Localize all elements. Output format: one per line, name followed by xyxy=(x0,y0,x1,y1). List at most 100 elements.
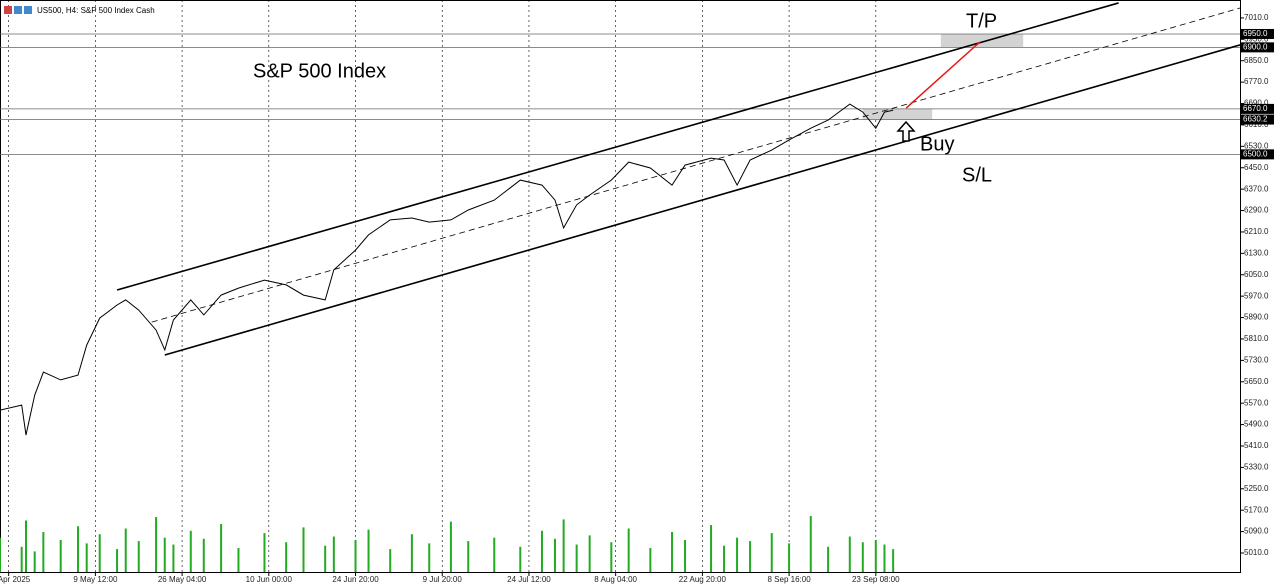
volume-bar xyxy=(749,541,752,572)
y-tick-label: 6850.0 xyxy=(1244,56,1269,65)
level-box xyxy=(1241,42,1274,53)
volume-bar xyxy=(519,546,522,572)
level-label: 6500.0 xyxy=(1243,149,1268,158)
level-label: 6900.0 xyxy=(1243,42,1268,51)
y-tick-label: 6770.0 xyxy=(1244,77,1269,86)
volume-bar xyxy=(809,515,812,572)
volume-bar xyxy=(33,551,36,572)
volume-bar xyxy=(285,542,288,572)
volume-bar xyxy=(610,542,613,572)
y-tick-label: 6370.0 xyxy=(1244,184,1269,193)
y-tick-label: 6450.0 xyxy=(1244,163,1269,172)
volume-bar xyxy=(220,523,223,572)
level-label: 6950.0 xyxy=(1243,29,1268,38)
trendline xyxy=(116,2,1119,291)
price-line xyxy=(0,103,894,436)
level-box xyxy=(1241,149,1274,160)
volume-bar xyxy=(77,526,80,572)
x-tick-label: 9 Jul 20:00 xyxy=(423,575,463,584)
volume-bar xyxy=(367,529,370,572)
volume-bar xyxy=(788,543,791,572)
volume-bar xyxy=(874,539,877,572)
annotation: T/P xyxy=(966,10,997,32)
volume-bar xyxy=(449,521,452,572)
level-box xyxy=(1241,28,1274,39)
volume-bar xyxy=(493,537,496,572)
x-tick-label: 26 May 04:00 xyxy=(158,575,207,584)
volume-bar xyxy=(42,531,45,572)
x-tick-label: 24 Jul 12:00 xyxy=(507,575,551,584)
icon xyxy=(24,6,32,14)
y-tick-label: 6050.0 xyxy=(1244,270,1269,279)
volume-bar xyxy=(189,530,192,572)
plot-frame xyxy=(0,0,1241,573)
volume-bar xyxy=(428,543,431,572)
y-tick-label: 6290.0 xyxy=(1244,206,1269,215)
volume-bar xyxy=(263,533,266,572)
level-box xyxy=(1241,114,1274,125)
volume-bar xyxy=(684,539,687,572)
volume-bar xyxy=(861,542,864,572)
volume-bar xyxy=(137,541,140,572)
y-tick-label: 6210.0 xyxy=(1244,227,1269,236)
volume-bar xyxy=(671,531,674,572)
y-tick-label: 6530.0 xyxy=(1244,141,1269,150)
level-box xyxy=(1241,103,1274,114)
volume-bar xyxy=(302,527,305,572)
chart-title: US500, H4: S&P 500 Index Cash xyxy=(37,6,155,15)
annotation: S/L xyxy=(962,164,992,186)
x-tick-label: 10 Jun 00:00 xyxy=(246,575,293,584)
volume-bar xyxy=(827,546,830,572)
level-label: 6670.0 xyxy=(1243,104,1268,113)
y-tick-label: 5730.0 xyxy=(1244,355,1269,364)
icon xyxy=(14,6,22,14)
y-tick-label: 5090.0 xyxy=(1244,527,1269,536)
y-tick-label: 5650.0 xyxy=(1244,377,1269,386)
volume-bar xyxy=(124,528,127,572)
volume-bar xyxy=(723,545,726,572)
zone xyxy=(862,108,933,120)
volume-bar xyxy=(163,537,166,572)
volume-bar xyxy=(562,519,565,572)
volume-bar xyxy=(540,530,543,572)
y-tick-label: 5810.0 xyxy=(1244,334,1269,343)
volume-bar xyxy=(354,539,357,572)
target-arrow xyxy=(905,41,981,109)
buy-arrow xyxy=(896,120,916,142)
y-tick-label: 5410.0 xyxy=(1244,441,1269,450)
volume-bar xyxy=(59,539,62,572)
y-tick-label: 5970.0 xyxy=(1244,291,1269,300)
volume-bar xyxy=(848,536,851,572)
volume-bar xyxy=(98,534,101,572)
trendline xyxy=(151,7,1241,323)
y-tick-label: 5570.0 xyxy=(1244,398,1269,407)
y-tick-label: 5170.0 xyxy=(1244,505,1269,514)
volume-bar xyxy=(410,534,413,572)
volume-bar xyxy=(85,543,88,572)
y-tick-label: 5010.0 xyxy=(1244,548,1269,557)
x-tick-label: 24 Apr 2025 xyxy=(0,575,31,584)
volume-bar xyxy=(710,525,713,572)
volume-bar xyxy=(649,547,652,572)
y-tick-label: 7010.0 xyxy=(1244,13,1269,22)
volume-bar xyxy=(770,533,773,572)
annotation: S&P 500 Index xyxy=(253,60,386,82)
volume-bar xyxy=(25,520,28,572)
volume-bar xyxy=(332,536,335,572)
icon xyxy=(4,6,12,14)
y-tick-label: 5890.0 xyxy=(1244,313,1269,322)
volume-bar xyxy=(627,528,630,572)
volume-bar xyxy=(588,535,591,572)
y-tick-label: 5330.0 xyxy=(1244,463,1269,472)
x-tick-label: 22 Aug 20:00 xyxy=(679,575,727,584)
volume-bar xyxy=(389,549,392,572)
volume-bar xyxy=(736,537,739,572)
level-label: 6630.2 xyxy=(1243,115,1268,124)
volume-bar xyxy=(172,544,175,572)
volume-bar xyxy=(883,544,886,572)
volume-bar xyxy=(324,545,327,572)
volume-bar xyxy=(237,547,240,572)
y-tick-label: 5490.0 xyxy=(1244,420,1269,429)
y-tick-label: 6690.0 xyxy=(1244,99,1269,108)
